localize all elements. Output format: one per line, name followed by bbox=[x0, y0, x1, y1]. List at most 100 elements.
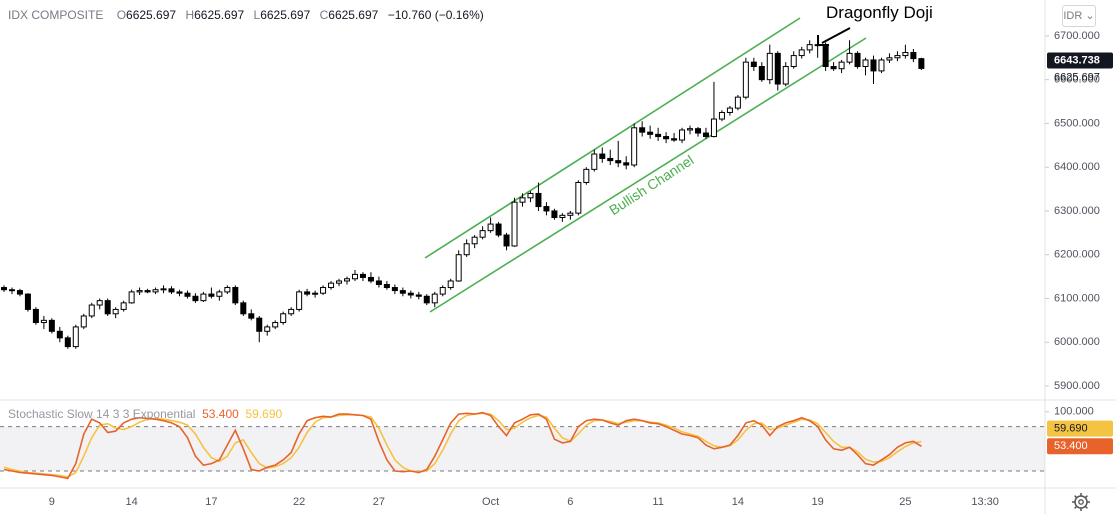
candle-body bbox=[527, 192, 534, 199]
candle-body bbox=[407, 292, 414, 296]
candle-body bbox=[846, 52, 853, 63]
candle-body bbox=[503, 234, 510, 247]
candle-body bbox=[160, 288, 167, 291]
indicator-badge-label: 53.400 bbox=[1054, 440, 1088, 452]
candle-body bbox=[423, 295, 430, 304]
candle-body bbox=[894, 55, 901, 59]
candle-body bbox=[822, 44, 829, 68]
indicator-title: Stochastic Slow 14 3 3 Exponential bbox=[8, 407, 196, 421]
indicator-badge bbox=[1047, 420, 1113, 437]
candle-body bbox=[535, 192, 542, 208]
candle-body bbox=[551, 210, 558, 219]
candle-body bbox=[838, 61, 845, 70]
change-value: −10.760 (−0.16%) bbox=[387, 8, 484, 22]
candle-body bbox=[200, 293, 207, 302]
candle-body bbox=[742, 61, 749, 98]
symbol-name: IDX COMPOSITE bbox=[8, 8, 104, 22]
candle-body bbox=[312, 292, 319, 295]
candle-body bbox=[782, 66, 789, 85]
candle-body bbox=[232, 287, 239, 304]
x-tick-label: 9 bbox=[49, 496, 55, 508]
open-item: O6625.697 bbox=[117, 8, 176, 22]
x-tick-label: 14 bbox=[732, 496, 744, 508]
candle-body bbox=[8, 289, 15, 292]
x-tick-label: 6 bbox=[567, 496, 573, 508]
candle-body bbox=[862, 59, 869, 68]
candle-body bbox=[24, 293, 31, 310]
x-tick-label: 13:30 bbox=[971, 496, 999, 508]
candle-body bbox=[471, 236, 478, 245]
candle-body bbox=[383, 283, 390, 289]
candle-body bbox=[599, 153, 606, 159]
candle-body bbox=[192, 295, 199, 302]
candle-body bbox=[591, 153, 598, 170]
candle-body bbox=[702, 132, 709, 138]
y-tick-label: 6100.000 bbox=[1054, 292, 1100, 304]
x-tick-label: 27 bbox=[373, 496, 385, 508]
candle-body bbox=[176, 291, 183, 294]
ohlc-label: C bbox=[319, 8, 329, 22]
x-tick-label: 22 bbox=[293, 496, 305, 508]
gear-hub bbox=[1078, 499, 1084, 505]
candle-body bbox=[64, 337, 71, 348]
candle-body bbox=[750, 61, 757, 68]
gear-teeth bbox=[1072, 493, 1090, 511]
candle-body bbox=[208, 293, 215, 297]
candle-body bbox=[168, 288, 175, 293]
candle-body bbox=[718, 111, 725, 120]
candle-body bbox=[878, 59, 885, 72]
candle-body bbox=[256, 317, 263, 332]
candle-body bbox=[320, 287, 327, 294]
candle-body bbox=[120, 302, 127, 310]
candle-body bbox=[790, 55, 797, 68]
x-tick-label: 19 bbox=[812, 496, 824, 508]
ohlc-label: H bbox=[185, 8, 195, 22]
x-tick-label: 17 bbox=[205, 496, 217, 508]
candle-body bbox=[575, 181, 582, 214]
low-item: L6625.697 bbox=[254, 8, 311, 22]
candle-body bbox=[72, 326, 79, 348]
candle-body bbox=[336, 280, 343, 284]
candle-body bbox=[830, 66, 837, 70]
candle-body bbox=[344, 278, 351, 282]
candle-body bbox=[375, 280, 382, 285]
indicator-badge-label: 59.690 bbox=[1054, 423, 1088, 435]
close-item: C6625.697 bbox=[320, 8, 379, 22]
candle-body bbox=[16, 290, 23, 295]
candle-body bbox=[479, 230, 486, 238]
candle-body bbox=[615, 160, 622, 164]
channel-lower-line bbox=[429, 37, 867, 313]
candle-body bbox=[128, 291, 135, 304]
candle-body bbox=[351, 273, 358, 280]
candle-body bbox=[671, 138, 678, 141]
candle-body bbox=[886, 57, 893, 61]
candle-body bbox=[758, 66, 765, 81]
candle-body bbox=[734, 96, 741, 109]
candle-body bbox=[814, 44, 821, 47]
indicator-y-tick-label: 100.000 bbox=[1054, 406, 1094, 418]
candle-body bbox=[583, 168, 590, 183]
candle-body bbox=[639, 127, 646, 133]
indicator-line bbox=[3, 411, 922, 480]
x-tick-label: 14 bbox=[125, 496, 137, 508]
candle-body bbox=[495, 223, 502, 236]
candle-body bbox=[607, 157, 614, 162]
y-tick-label: 6500.000 bbox=[1054, 117, 1100, 129]
candle-body bbox=[32, 308, 39, 324]
y-tick-label: 6300.000 bbox=[1054, 205, 1100, 217]
candle-body bbox=[0, 287, 7, 291]
candle-body bbox=[726, 107, 733, 113]
high-item: H6625.697 bbox=[185, 8, 244, 22]
candle-body bbox=[328, 282, 335, 289]
pattern-annotation: Dragonfly Doji bbox=[826, 3, 933, 22]
ohlc-label: L bbox=[253, 8, 261, 22]
candle-body bbox=[806, 44, 813, 51]
settings-icon[interactable] bbox=[1072, 493, 1090, 511]
currency-dropdown[interactable]: IDR ⌄ bbox=[1062, 5, 1096, 27]
candle-body bbox=[655, 133, 662, 138]
candle-body bbox=[415, 294, 422, 297]
candle-body bbox=[870, 59, 877, 72]
candle-body bbox=[439, 287, 446, 295]
candle-body bbox=[272, 322, 279, 328]
